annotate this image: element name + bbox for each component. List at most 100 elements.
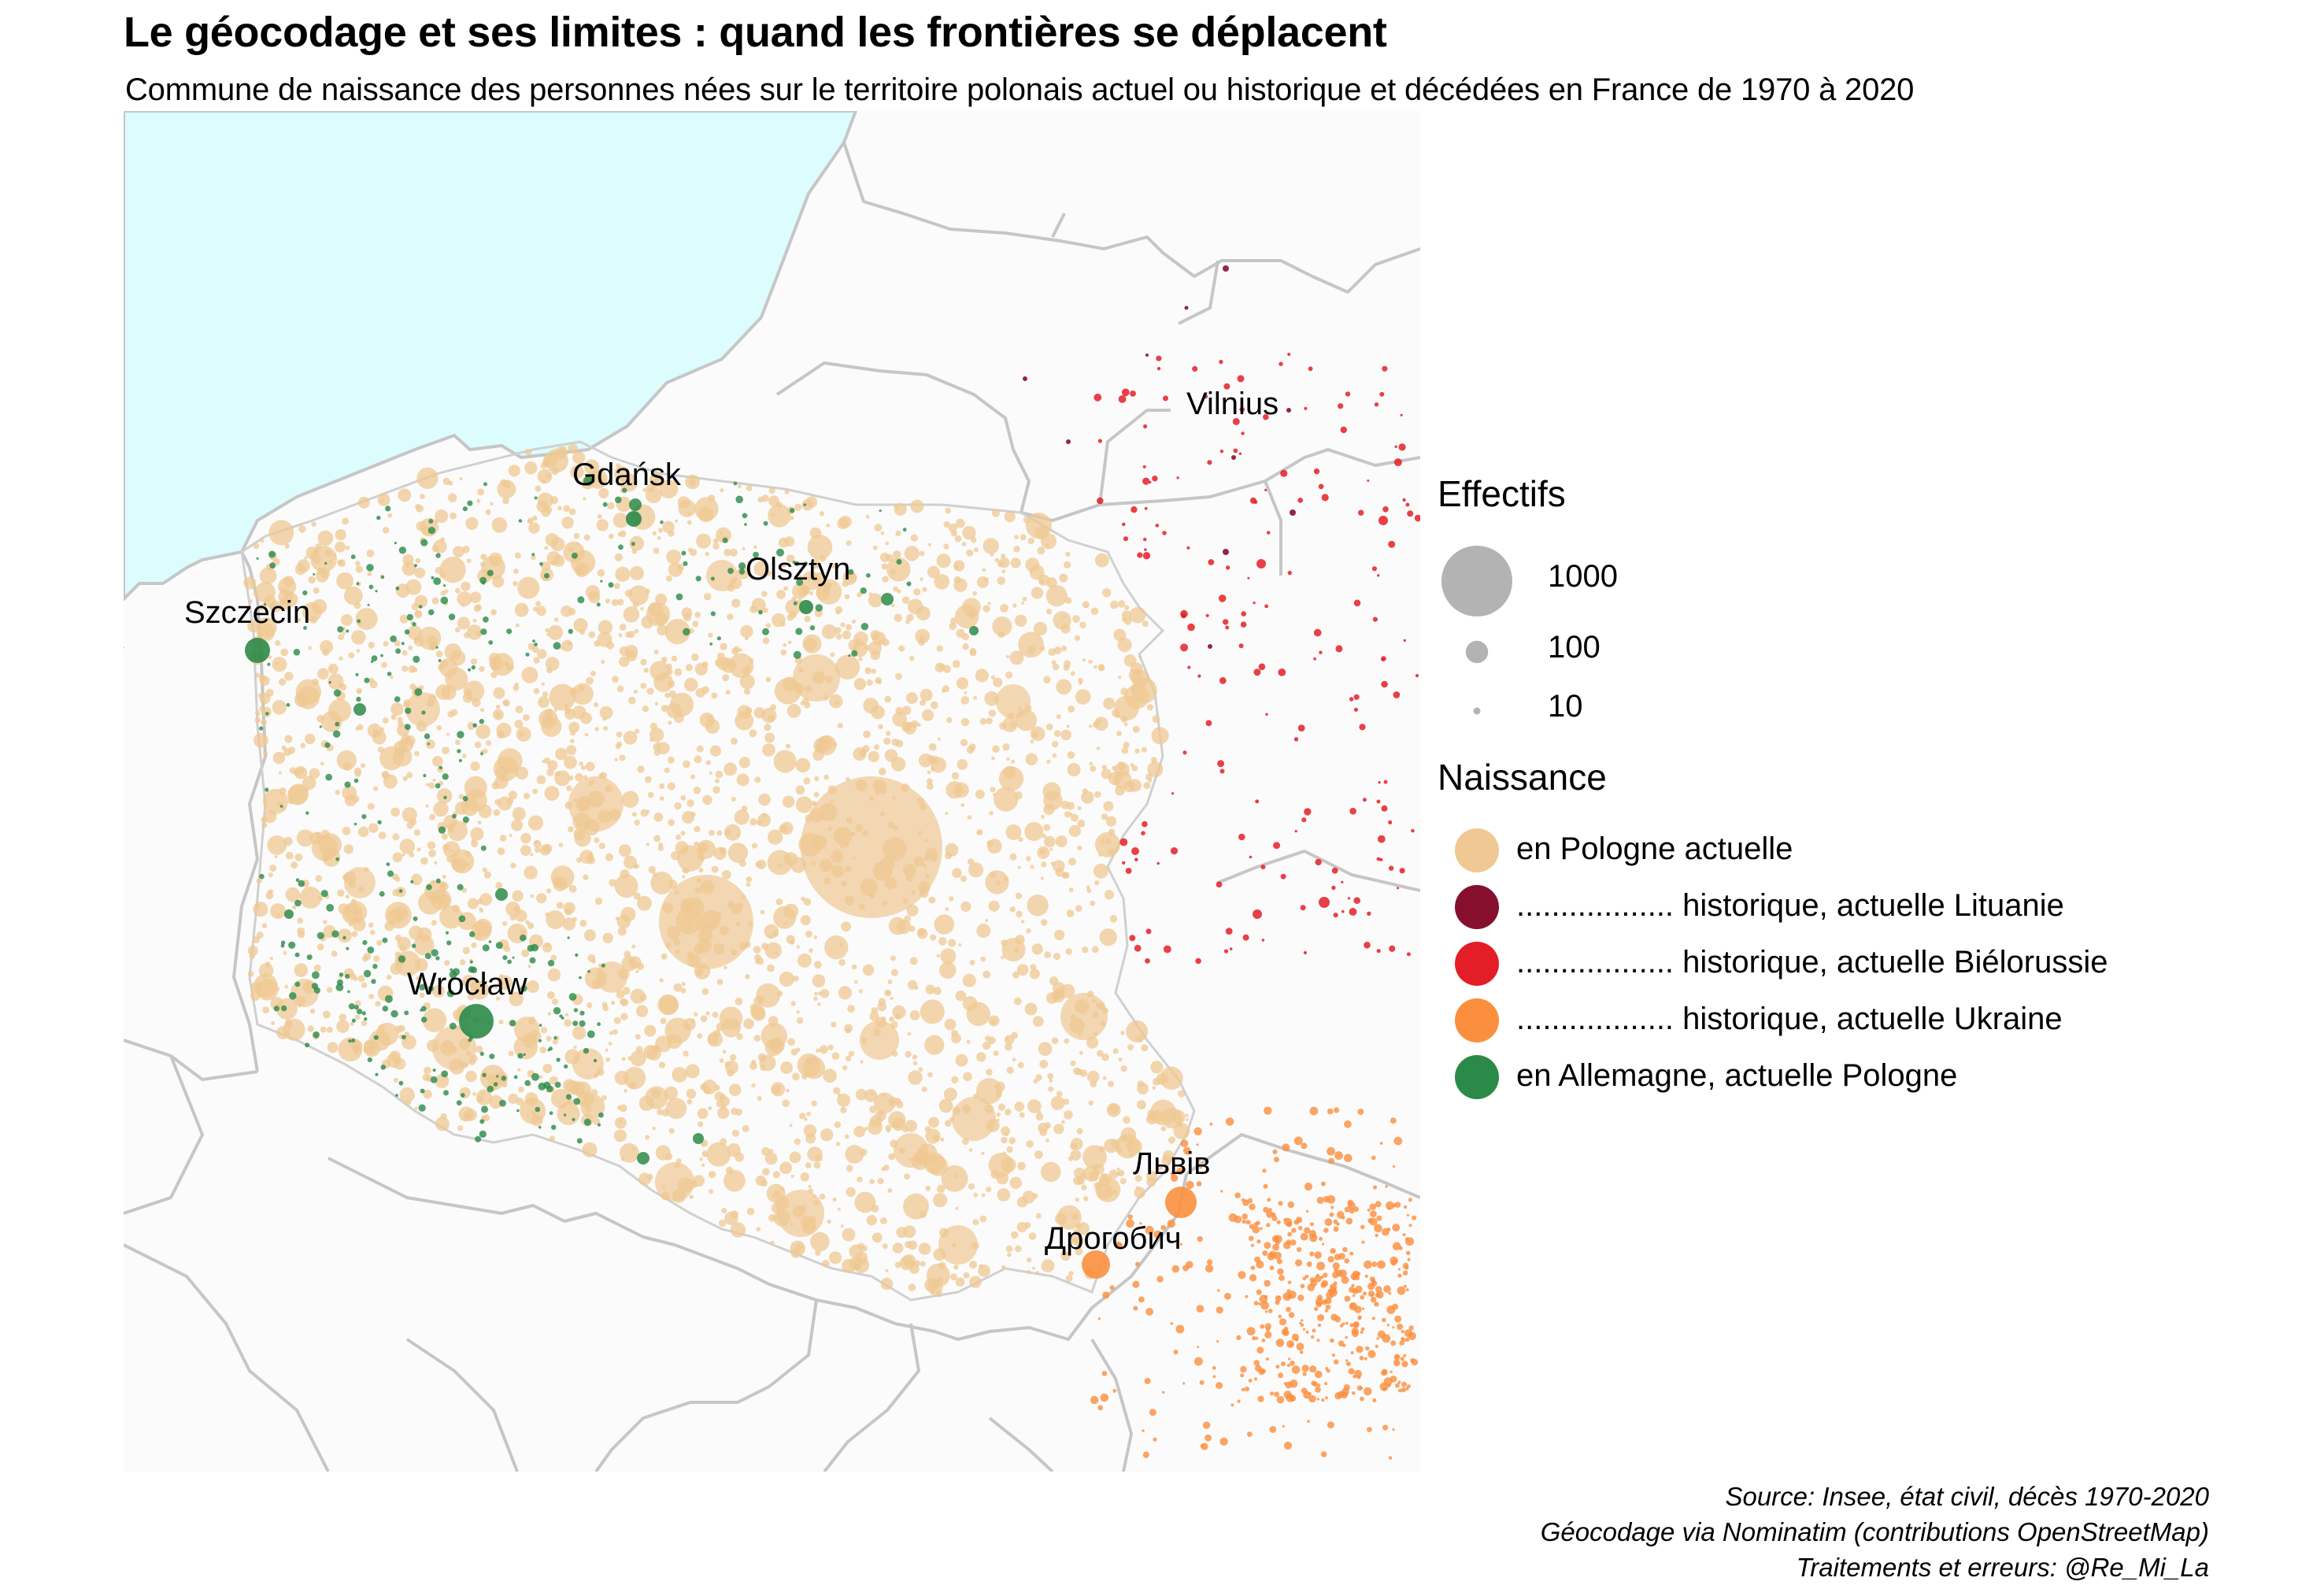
dot-pologne [348, 652, 355, 659]
dot-ukraine [1260, 1227, 1263, 1231]
dot-pologne [1079, 1050, 1083, 1055]
dot-ukraine [1247, 1198, 1253, 1204]
dot-pologne [903, 721, 916, 735]
dot-pologne [453, 546, 464, 557]
dot-pologne [356, 649, 361, 653]
legend-category-label: en Pologne actuelle [1516, 831, 1793, 866]
dot-szczecin [245, 638, 270, 663]
dot-pologne [696, 745, 704, 753]
dot-ukraine [1199, 1379, 1205, 1385]
dot-pologne [813, 935, 817, 939]
dot-pologne [786, 704, 801, 718]
dot-pologne [683, 613, 692, 621]
dot-ukraine [1264, 1323, 1271, 1330]
dot-ukraine [1390, 1340, 1397, 1346]
dot-pologne [1037, 846, 1050, 859]
dot-ukraine [1219, 1437, 1228, 1446]
dot-pologne [1026, 1140, 1034, 1148]
dot-ukraine [1333, 1219, 1338, 1224]
dot-pologne [253, 543, 260, 550]
dot-pologne [803, 898, 812, 906]
dot-pologne [936, 645, 943, 652]
dot-bielorussie [1187, 665, 1191, 669]
dot-pologne [262, 788, 288, 815]
dot-pologne [338, 903, 350, 915]
dot-pologne [1045, 585, 1068, 607]
dot-pologne [985, 870, 1009, 894]
dot-pologne [902, 1126, 909, 1133]
dot-pologne [709, 745, 722, 757]
dot-ukraine [1182, 1265, 1189, 1272]
dot-allemagne [446, 990, 455, 998]
dot-ukraine [1316, 1383, 1321, 1387]
dot-pologne [834, 627, 842, 635]
dot-pologne [831, 1021, 837, 1028]
dot-ukraine [1372, 1398, 1377, 1403]
dot-allemagne [325, 773, 333, 781]
dot-ukraine [1316, 1398, 1320, 1401]
dot-pologne [357, 975, 365, 983]
dot-pologne [685, 664, 694, 672]
dot-pologne [1032, 1266, 1036, 1270]
dot-pologne [1043, 791, 1063, 810]
dot-pologne [811, 1100, 817, 1107]
dot-ukraine [1314, 1251, 1322, 1259]
dot-pologne [1105, 816, 1117, 827]
dot-pologne [1104, 1139, 1119, 1154]
dot-allemagne [524, 1080, 531, 1087]
dot-pologne [725, 690, 731, 695]
dot-pologne [1060, 729, 1071, 741]
dot-pologne [1160, 1066, 1183, 1091]
dot-pologne [285, 887, 301, 902]
dot-bielorussie [1097, 439, 1102, 443]
dot-ukraine [1364, 1357, 1367, 1361]
dot-pologne [404, 1031, 409, 1037]
dot-allemagne [414, 688, 423, 696]
dot-pologne [464, 776, 487, 799]
legend-size-label: 100 [1548, 630, 1601, 665]
dot-bielorussie [1335, 645, 1343, 653]
dot-pologne [470, 980, 481, 991]
dot-pologne [837, 517, 849, 529]
dot-pologne [875, 1109, 886, 1122]
dot-pologne [561, 517, 574, 529]
dot-ukraine [1359, 1355, 1364, 1361]
dot-pologne [270, 997, 284, 1010]
dot-pologne [996, 1172, 1009, 1185]
dot-allemagne [462, 816, 469, 824]
dot-allemagne [345, 973, 350, 980]
dot-pologne [931, 1291, 934, 1295]
dot-allemagne [531, 1072, 539, 1081]
dot-pologne [613, 1129, 627, 1142]
dot-pologne [1103, 697, 1116, 710]
dot-pologne [964, 691, 968, 694]
dot-pologne [1121, 610, 1131, 620]
dot-pologne [783, 852, 798, 867]
dot-pologne [712, 538, 719, 544]
dot-pologne [885, 1124, 892, 1131]
map[interactable]: GdańskOlsztynSzczecinVilniusWrocławЛьвів… [124, 111, 1420, 1472]
dot-allemagne [312, 971, 320, 980]
dot-pologne [568, 608, 576, 616]
dot-ukraine [1345, 1335, 1348, 1339]
dot-pologne [839, 942, 843, 947]
dot-pologne [942, 688, 946, 693]
dot-allemagne [346, 946, 350, 950]
dot-pologne [1025, 557, 1040, 572]
dot-ukraine [1325, 1396, 1328, 1400]
dot-pologne [787, 640, 792, 645]
dot-pologne [986, 840, 994, 847]
dot-pologne [261, 923, 268, 928]
dot-pologne [546, 910, 565, 930]
dot-pologne [550, 561, 556, 566]
dot-pologne [731, 647, 739, 655]
dot-allemagne [362, 940, 368, 946]
dot-pologne [309, 1009, 316, 1014]
dot-pologne [1090, 900, 1096, 906]
dot-ukraine [1212, 1365, 1216, 1370]
dot-bielorussie [1240, 621, 1247, 628]
dot-pologne [419, 992, 425, 998]
dot-allemagne [357, 619, 361, 624]
dot-pologne [868, 593, 883, 608]
dot-pologne [882, 576, 889, 583]
